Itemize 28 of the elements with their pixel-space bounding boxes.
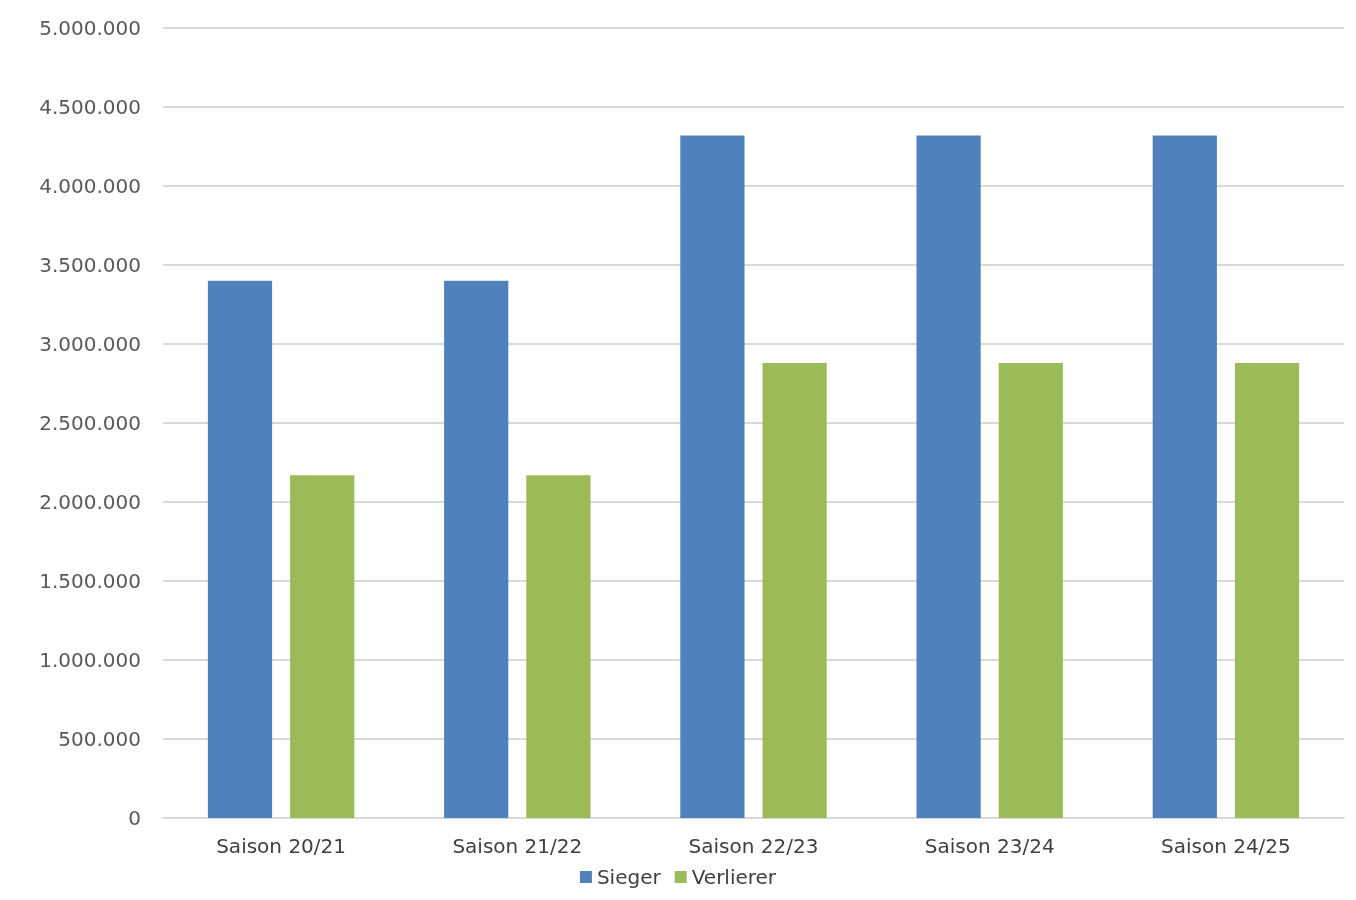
x-tick-label: Saison 20/21 [216, 834, 347, 858]
bar [762, 362, 827, 818]
y-tick-label: 2.500.000 [39, 411, 141, 435]
y-tick-label: 3.000.000 [39, 332, 141, 356]
y-tick-label: 1.000.000 [39, 648, 141, 672]
bar [680, 135, 745, 818]
y-tick-label: 0 [128, 806, 141, 830]
bar [1234, 362, 1300, 818]
bar [526, 475, 591, 818]
y-tick-label: 4.500.000 [39, 95, 141, 119]
bar [444, 280, 509, 818]
x-tick-label: Saison 23/24 [924, 834, 1055, 858]
bar [207, 280, 273, 818]
bar [1152, 135, 1217, 818]
y-tick-label: 2.000.000 [39, 490, 141, 514]
legend-label: Sieger [596, 865, 662, 889]
y-tick-label: 4.000.000 [39, 174, 141, 198]
x-tick-label: Saison 21/22 [452, 834, 583, 858]
y-tick-label: 1.500.000 [39, 569, 141, 593]
legend-label: Verlierer [691, 865, 777, 889]
y-tick-label: 3.500.000 [39, 253, 141, 277]
x-tick-label: Saison 24/25 [1160, 834, 1291, 858]
bar [290, 475, 355, 818]
bar [998, 362, 1063, 818]
bar [916, 135, 981, 818]
y-tick-label: 5.000.000 [39, 16, 141, 40]
y-tick-label: 500.000 [58, 727, 141, 751]
x-tick-label: Saison 22/23 [688, 834, 819, 858]
